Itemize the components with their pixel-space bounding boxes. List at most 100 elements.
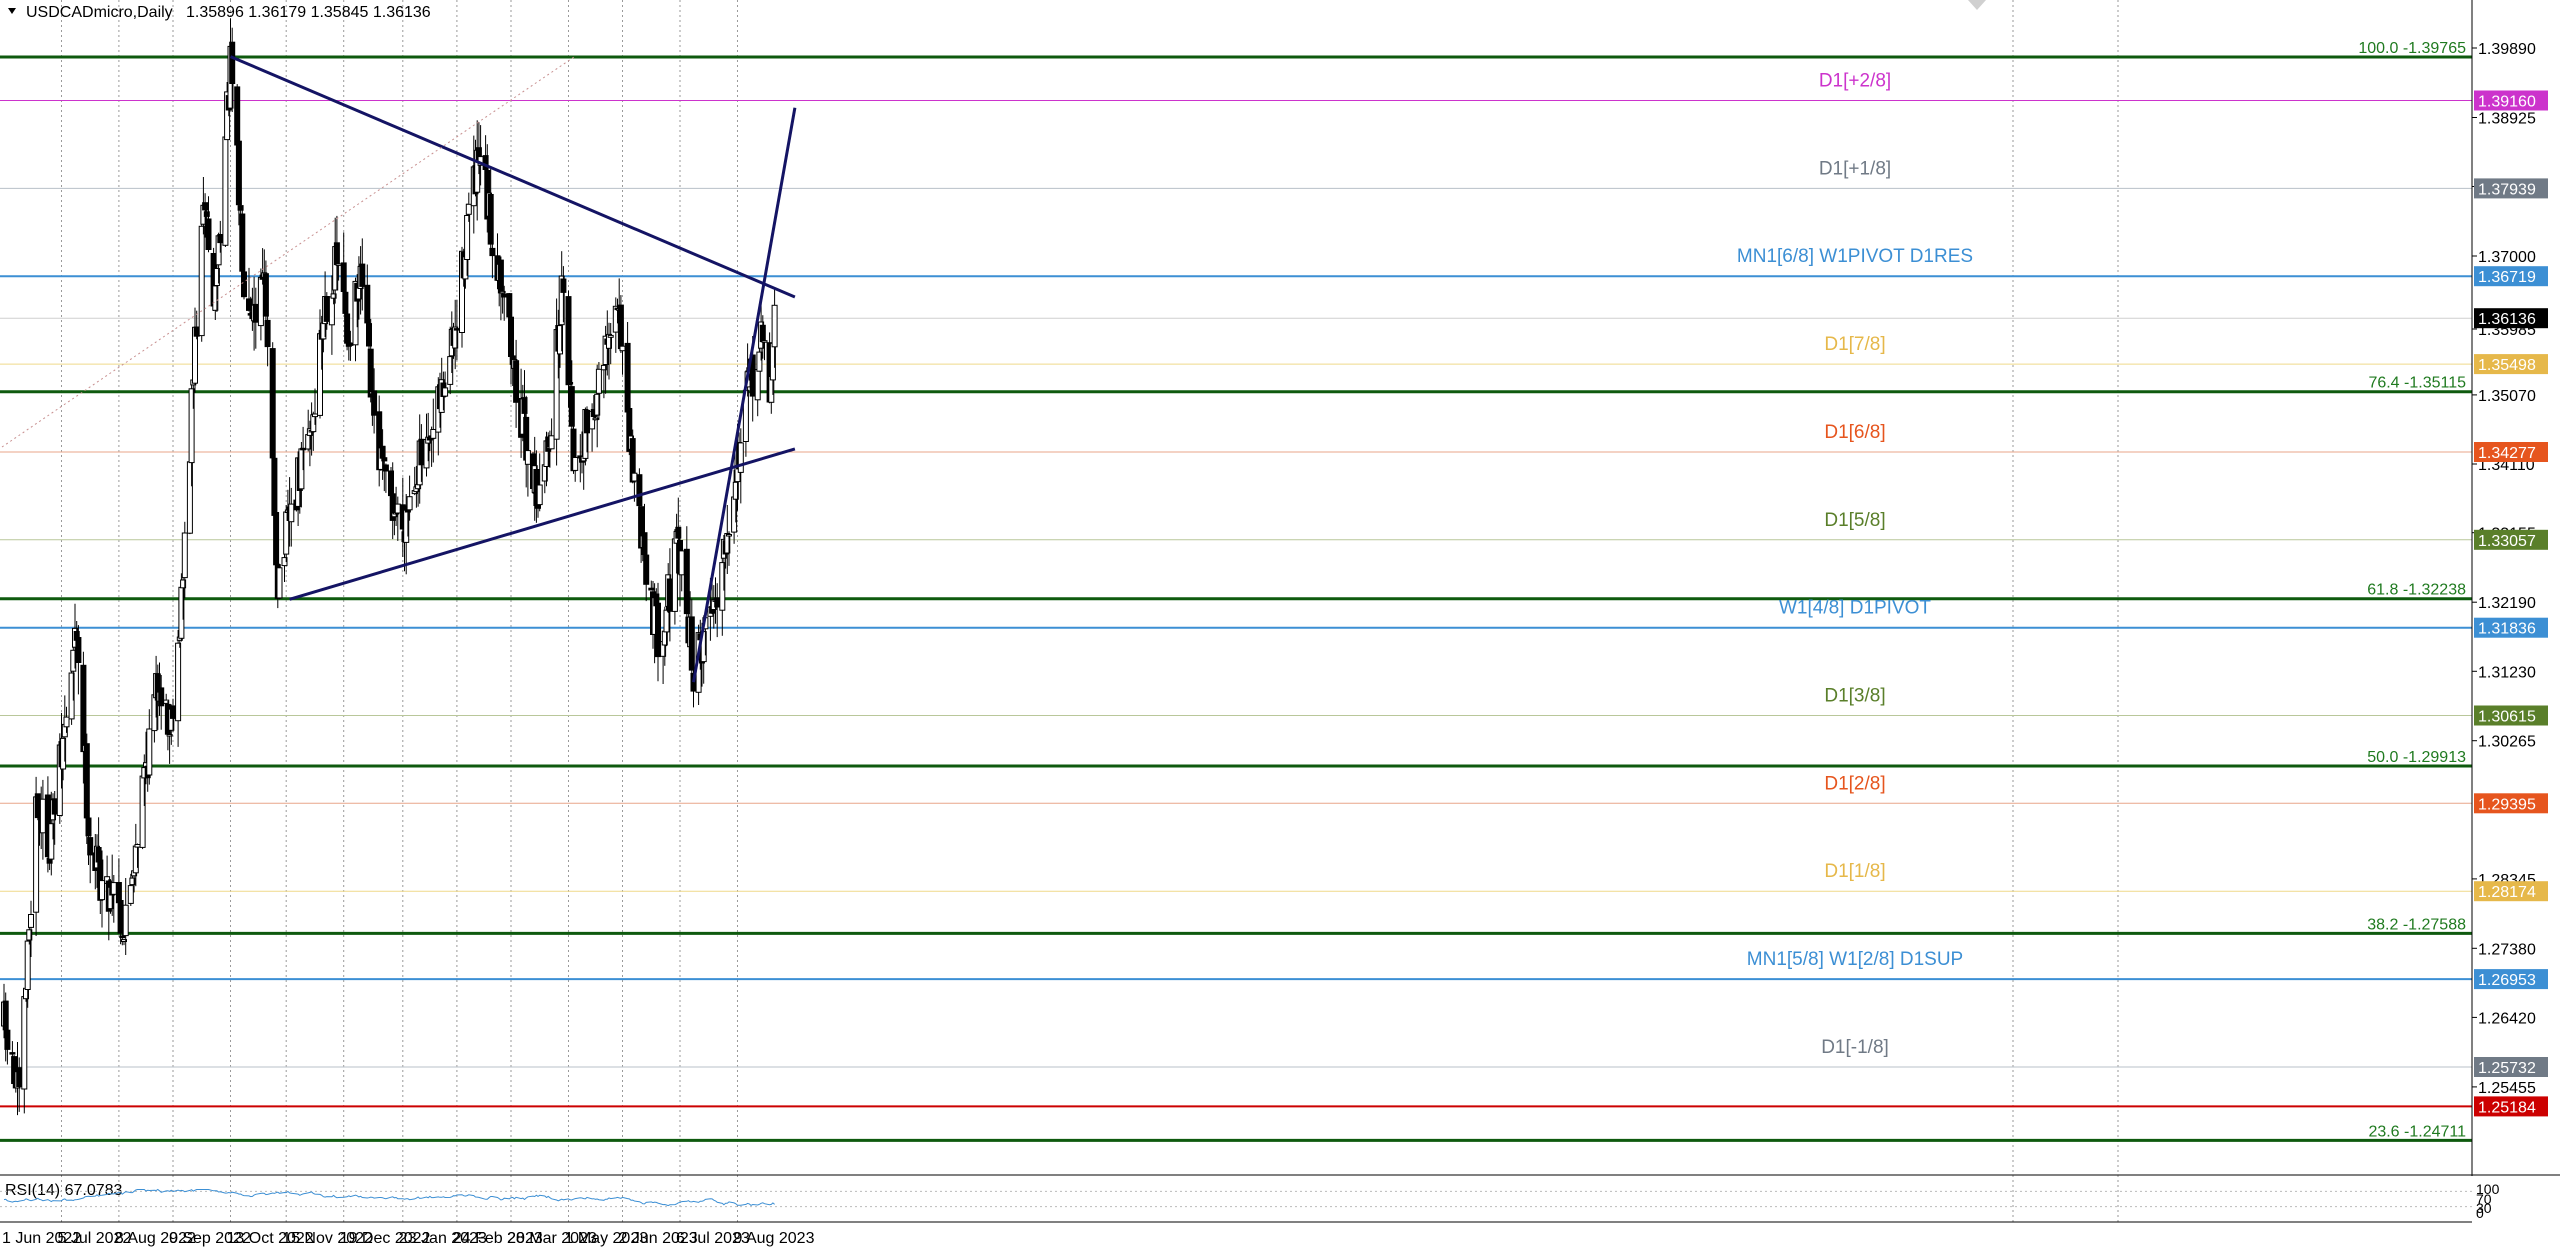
candle xyxy=(761,331,768,361)
fibo-anchor-line[interactable] xyxy=(1,56,575,448)
price-tag-1-37939: 1.37939 xyxy=(2478,181,2536,198)
candle xyxy=(489,235,496,279)
candle xyxy=(122,878,129,955)
price-tag-box xyxy=(2474,793,2548,814)
candle xyxy=(648,580,655,591)
candle xyxy=(536,453,543,512)
candle xyxy=(63,706,70,733)
candle xyxy=(229,27,236,112)
time-tick-label: 24 Feb 2023 xyxy=(453,1230,543,1247)
candle xyxy=(246,267,252,312)
candle xyxy=(371,368,378,434)
level-label-61-8-1-32238: 61.8 -1.32238 xyxy=(2367,582,2466,599)
level-label-76-4-1-35115: 76.4 -1.35115 xyxy=(2368,375,2466,392)
candle xyxy=(521,370,528,419)
price-tag-box xyxy=(2474,354,2548,375)
price-tag-box xyxy=(2474,617,2548,638)
candle xyxy=(158,675,165,730)
candle xyxy=(342,265,349,315)
candle xyxy=(487,166,494,249)
rsi-scale-100: 100 xyxy=(2476,1181,2500,1197)
rsi-panel[interactable]: RSI(14) 67.0783 100 70 30 0 xyxy=(0,1181,2500,1221)
trendlines[interactable] xyxy=(229,55,797,683)
trendline-3[interactable] xyxy=(692,107,797,683)
candle xyxy=(340,232,347,304)
candle xyxy=(568,360,575,436)
price-tag-1-25184: 1.25184 xyxy=(2478,1099,2536,1116)
price-tick-label: 1.39890 xyxy=(2478,41,2536,58)
candle xyxy=(146,709,153,785)
level-label-d1-5-8: D1[5/8] xyxy=(1824,510,1885,531)
trendline-2[interactable] xyxy=(289,447,796,601)
candle xyxy=(452,299,459,370)
level-label-d1-2-8: D1[+2/8] xyxy=(1819,71,1891,92)
candles xyxy=(1,18,778,1116)
rsi-label: RSI(14) 67.0783 xyxy=(5,1182,123,1199)
price-tick-label: 1.38925 xyxy=(2478,111,2536,128)
level-labels: 100.0 -1.39765 D1[+2/8] D1[+1/8] MN1[6/8] W… xyxy=(1737,40,2466,1140)
price-tag-1-26953: 1.26953 xyxy=(2478,972,2536,989)
price-tag-box xyxy=(2474,266,2548,287)
price-tag-1-31836: 1.31836 xyxy=(2478,621,2536,638)
price-tick-label: 1.25455 xyxy=(2478,1080,2536,1097)
current-price-box xyxy=(2474,308,2548,329)
candle xyxy=(548,418,555,450)
candle xyxy=(663,599,670,647)
time-tick-label: 8 Aug 2022 xyxy=(115,1230,196,1247)
price-tick-label: 1.26420 xyxy=(2478,1010,2536,1027)
level-label-d1-1-8: D1[-1/8] xyxy=(1821,1037,1889,1058)
price-tick-label: 1.31230 xyxy=(2478,664,2536,681)
time-tick-label: 9 Sep 2022 xyxy=(169,1230,251,1247)
candle xyxy=(28,900,34,957)
level-label-d1-1-8: D1[+1/8] xyxy=(1819,158,1891,179)
level-label-mn1-6-8-w1pivot-d1res: MN1[6/8] W1PIVOT D1RES xyxy=(1737,246,1973,267)
price-tick-label: 1.37000 xyxy=(2478,249,2536,266)
level-label-d1-3-8: D1[3/8] xyxy=(1824,686,1885,707)
candle xyxy=(198,205,205,342)
horizontal-levels[interactable] xyxy=(0,55,2472,1142)
price-tag-1-39160: 1.39160 xyxy=(2478,94,2536,111)
candle xyxy=(724,505,731,574)
price-tag-box xyxy=(2474,1096,2548,1117)
candle xyxy=(241,253,247,300)
candle xyxy=(99,850,105,928)
candle xyxy=(513,339,520,428)
candle xyxy=(359,238,366,311)
candle xyxy=(382,463,389,493)
rsi-scale-70: 70 xyxy=(2476,1191,2492,1207)
time-tick-label: 13 Oct 2022 xyxy=(227,1230,314,1247)
level-label-100-0-1-39765: 100.0 -1.39765 xyxy=(2358,40,2466,57)
candle xyxy=(606,322,612,380)
chart-shift-icon[interactable] xyxy=(1968,0,1986,10)
collapse-icon[interactable] xyxy=(8,8,16,14)
time-tick-label: 9 Aug 2023 xyxy=(734,1230,815,1247)
candle xyxy=(655,582,661,682)
time-tick-label: 19 Dec 2022 xyxy=(340,1230,431,1247)
candle xyxy=(24,930,31,1008)
candle xyxy=(205,196,212,253)
level-label-w1-4-8-d1pivot: W1[4/8] D1PIVOT xyxy=(1779,598,1931,619)
candle xyxy=(430,398,437,463)
price-tags: 1.39160 1.37939 1.36719 1.35498 1.34277 1.330… xyxy=(2474,90,2548,1117)
price-tag-1-30615: 1.30615 xyxy=(2478,709,2536,726)
candle xyxy=(288,487,295,547)
level-label-38-2-1-27588: 38.2 -1.27588 xyxy=(2367,916,2466,933)
candle xyxy=(641,503,648,563)
candle xyxy=(607,323,614,365)
candle xyxy=(75,625,82,695)
candle xyxy=(465,192,472,222)
level-label-d1-7-8: D1[7/8] xyxy=(1824,334,1885,355)
rsi-scale-30: 30 xyxy=(2476,1200,2492,1216)
symbol-label: USDCADmicro,Daily xyxy=(26,4,173,21)
trendline-1[interactable] xyxy=(229,55,796,299)
rsi-scale-0: 0 xyxy=(2476,1205,2484,1221)
price-tag-1-29395: 1.29395 xyxy=(2478,796,2536,813)
candle xyxy=(560,266,567,323)
level-label-mn1-5-8-w1-2-8-d1sup: MN1[5/8] W1[2/8] D1SUP xyxy=(1747,949,1963,970)
candle xyxy=(367,318,374,403)
rsi-line xyxy=(3,1188,775,1207)
time-tick-label: 5 Jul 2022 xyxy=(58,1230,132,1247)
candle xyxy=(224,82,231,141)
